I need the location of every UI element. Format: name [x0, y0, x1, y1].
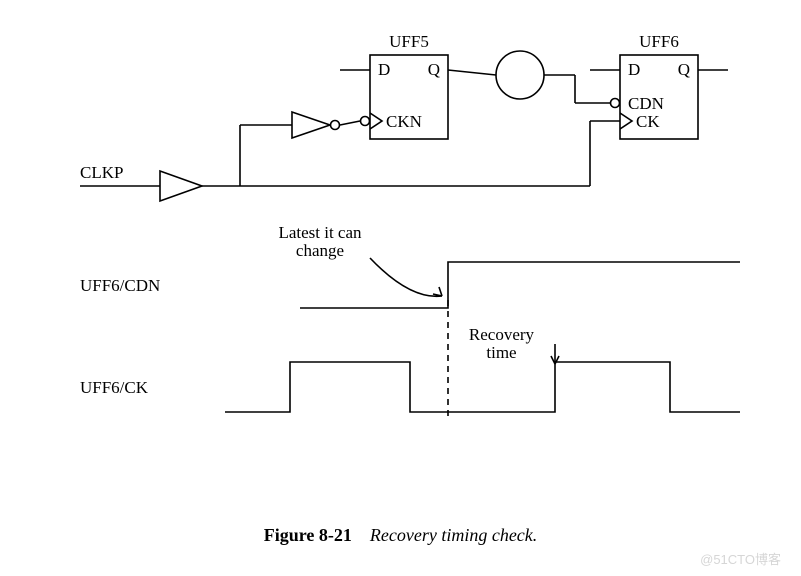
ff-title: UFF5	[389, 32, 429, 51]
annot-recovery: Recovery	[469, 325, 535, 344]
figure-caption: Figure 8-21 Recovery timing check.	[0, 525, 801, 546]
buffer-icon	[160, 171, 202, 201]
arrow-curve	[370, 258, 442, 296]
watermark: @51CTO博客	[700, 549, 781, 568]
pin-q: Q	[428, 60, 440, 79]
figure-number: Figure 8-21	[264, 525, 352, 545]
inv-bubble	[331, 121, 340, 130]
comb-cloud	[496, 51, 544, 99]
figure-title: Recovery timing check.	[370, 525, 537, 545]
annot-recovery: time	[486, 343, 516, 362]
wave-label-cdn: UFF6/CDN	[80, 276, 160, 295]
waveform-cdn	[300, 262, 740, 308]
pin-q: Q	[678, 60, 690, 79]
inv-bubble	[611, 99, 620, 108]
clkp-label: CLKP	[80, 163, 123, 182]
wave-label-ck: UFF6/CK	[80, 378, 149, 397]
waveform-ck	[225, 362, 740, 412]
ff-title: UFF6	[639, 32, 679, 51]
clk-triangle	[620, 113, 632, 129]
annot-latest: Latest it can	[278, 223, 362, 242]
pin-cdn: CDN	[628, 94, 664, 113]
pin-d: D	[378, 60, 390, 79]
pin-ckn: CKN	[386, 112, 422, 131]
arrowhead	[433, 287, 442, 296]
pin-d: D	[628, 60, 640, 79]
inv-bubble	[361, 117, 370, 126]
inverter-icon	[292, 112, 330, 138]
clk-triangle	[370, 113, 382, 129]
annot-latest: change	[296, 241, 344, 260]
wire	[340, 121, 360, 125]
pin-ck: CK	[636, 112, 660, 131]
wire	[448, 70, 496, 75]
